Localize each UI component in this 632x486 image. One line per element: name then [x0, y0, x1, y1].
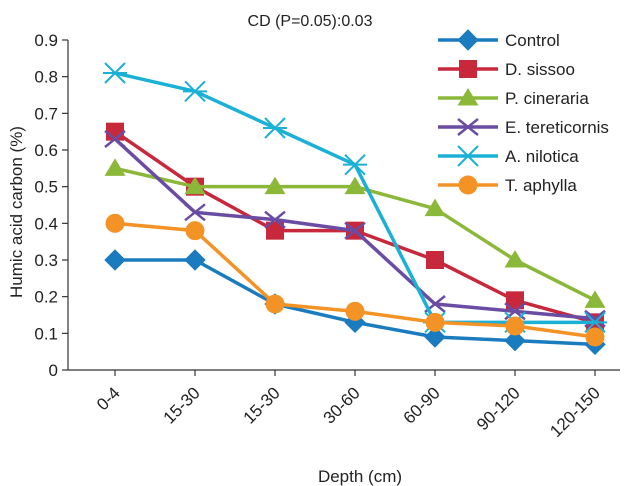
data-point-e-tereticornis-stroke	[104, 130, 126, 148]
data-point-control	[104, 249, 126, 271]
x-tick-label: 60-90	[400, 383, 444, 427]
data-point-t-aphylla	[505, 316, 525, 336]
data-point-t-aphylla	[105, 213, 125, 233]
data-point-d-sissoo	[426, 251, 444, 269]
x-tick-label: 15-30	[240, 383, 284, 427]
y-tick-label: 0.9	[34, 31, 58, 50]
legend-label-e-tereticornis: E. tereticornis	[505, 118, 609, 137]
data-point-p-cineraria	[584, 290, 606, 308]
data-point-p-cineraria	[264, 176, 286, 195]
legend-marker-t-aphylla	[458, 175, 478, 195]
data-point-p-cineraria	[424, 198, 446, 217]
data-point-p-cineraria	[184, 176, 206, 195]
chart-title: CD (P=0.05):0.03	[248, 13, 373, 30]
data-point-t-aphylla	[345, 301, 365, 321]
legend-marker-a-nilotica	[456, 145, 480, 167]
y-tick-label: 0.1	[34, 324, 58, 343]
y-tick-label: 0	[49, 361, 58, 380]
data-point-e-tereticornis-stroke	[264, 210, 286, 229]
data-point-a-nilotica	[263, 117, 287, 139]
x-tick-label: 90-120	[473, 383, 524, 434]
y-tick-label: 0.2	[34, 288, 58, 307]
x-axis-title: Depth (cm)	[318, 467, 402, 486]
x-tick-label: 15-30	[160, 383, 204, 427]
legend-label-a-nilotica: A. nilotica	[505, 147, 579, 166]
y-tick-label: 0.6	[34, 141, 58, 160]
legend-marker-control	[457, 29, 479, 51]
series-line-a-nilotica	[114, 71, 595, 325]
data-point-control	[184, 249, 206, 271]
legend: Control D. sissoo P. cineraria E. tereticor…	[438, 29, 609, 195]
y-tick-label: 0.8	[34, 68, 58, 87]
data-point-e-tereticornis	[104, 130, 126, 148]
data-point-e-tereticornis	[184, 203, 206, 222]
data-point-t-aphylla	[185, 221, 205, 241]
data-point-e-tereticornis-stroke	[344, 221, 366, 240]
data-point-a-nilotica	[343, 153, 367, 176]
legend-label-t-aphylla: T. aphylla	[505, 176, 577, 195]
data-point-p-cineraria	[504, 250, 526, 268]
legend-label-control: Control	[505, 31, 560, 50]
legend-marker-p-cineraria	[457, 88, 479, 106]
legend-label-p-cineraria: P. cineraria	[505, 89, 589, 108]
legend-label-d-sissoo: D. sissoo	[505, 60, 575, 79]
data-point-a-nilotica	[183, 80, 207, 103]
data-point-p-cineraria	[344, 176, 366, 195]
series-e-tereticornis	[104, 130, 606, 328]
data-point-t-aphylla	[585, 327, 605, 347]
data-point-d-sissoo	[266, 221, 284, 240]
y-tick-label: 0.5	[34, 178, 58, 197]
data-point-t-aphylla	[425, 312, 445, 332]
y-tick-label: 0.3	[34, 251, 58, 270]
legend-marker-d-sissoo	[459, 60, 477, 78]
y-tick-label: 0.4	[34, 214, 58, 233]
data-point-control	[424, 326, 446, 348]
y-tick-label: 0.7	[34, 104, 58, 123]
x-tick-label: 120-150	[546, 383, 604, 441]
legend-marker-e-tereticornis-stroke	[457, 118, 479, 136]
x-tick-label: 30-60	[320, 383, 364, 427]
data-point-a-nilotica	[583, 311, 607, 334]
data-point-control	[504, 329, 526, 352]
x-tick-label: 0-4	[93, 383, 124, 414]
data-point-a-nilotica	[103, 62, 127, 84]
data-point-d-sissoo	[506, 291, 524, 310]
data-point-e-tereticornis	[344, 221, 366, 240]
y-axis-title: Humic acid carbon (%)	[7, 126, 26, 298]
series-layer	[103, 62, 607, 356]
series-p-cineraria	[104, 158, 606, 308]
data-point-t-aphylla	[265, 294, 285, 314]
series-t-aphylla	[105, 213, 605, 347]
data-point-p-cineraria	[104, 158, 126, 176]
legend-marker-e-tereticornis	[457, 118, 479, 136]
data-point-e-tereticornis	[264, 210, 286, 229]
data-point-e-tereticornis-stroke	[184, 203, 206, 222]
